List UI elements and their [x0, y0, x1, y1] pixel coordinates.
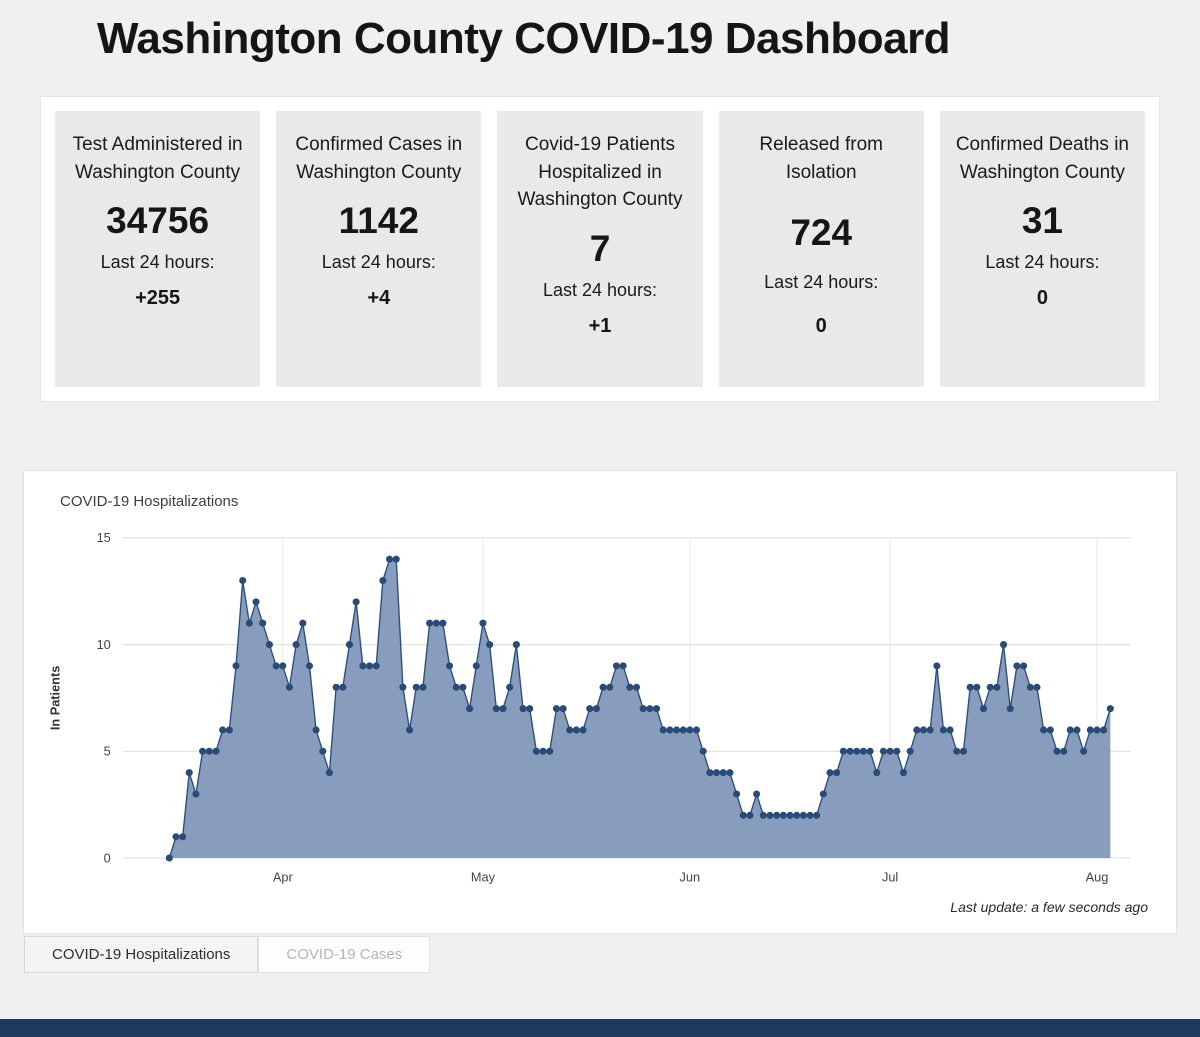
stat-value: 724	[790, 212, 853, 254]
svg-text:Apr: Apr	[273, 870, 294, 885]
footer-bar	[0, 1019, 1200, 1037]
svg-text:0: 0	[104, 850, 111, 865]
chart-svg[interactable]: 0 5 10 15 Apr May Jun Jul Aug In Patients	[42, 528, 1152, 893]
tab-covid19-cases[interactable]: COVID-19 Cases	[258, 936, 431, 974]
page-header: Washington County COVID-19 Dashboard	[0, 0, 1200, 64]
last-update-text: Last update: a few seconds ago	[950, 899, 1148, 916]
page-title: Washington County COVID-19 Dashboard	[97, 14, 951, 63]
hospitalizations-chart[interactable]: 0 5 10 15 Apr May Jun Jul Aug In Patients	[42, 528, 1152, 893]
svg-text:May: May	[471, 870, 496, 885]
stat-label: Confirmed Deaths in Washington County	[955, 134, 1130, 183]
stat-box-hospitalized: Covid-19 Patients Hospitalized in Washin…	[497, 111, 703, 387]
svg-text:Jul: Jul	[882, 870, 898, 885]
stats-card: Test Administered in Washington County 3…	[40, 96, 1160, 402]
stat-label: Confirmed Cases in Washington County	[295, 134, 463, 183]
stat-delta: 0	[1036, 287, 1048, 310]
stat-last24-label: Last 24 hours:	[985, 252, 1100, 273]
stat-delta: 0	[815, 315, 827, 338]
stat-label: Test Administered in Washington County	[72, 134, 243, 183]
chart-title: COVID-19 Hospitalizations	[60, 493, 239, 510]
stat-last24-label: Last 24 hours:	[100, 252, 215, 273]
stat-last24-label: Last 24 hours:	[321, 252, 436, 273]
chart-tabs: COVID-19 Hospitalizations COVID-19 Cases	[24, 936, 1200, 974]
stat-box-released-isolation: Released from Isolation 724 Last 24 hour…	[718, 111, 924, 387]
stat-delta: +1	[588, 314, 612, 337]
stat-value: 1142	[338, 200, 419, 242]
stat-label: Covid-19 Patients Hospitalized in Washin…	[517, 134, 683, 211]
stat-last24-label: Last 24 hours:	[764, 272, 879, 293]
svg-text:In Patients: In Patients	[48, 666, 63, 730]
svg-text:Jun: Jun	[680, 870, 701, 885]
stat-value: 7	[589, 227, 611, 269]
stat-box-confirmed-deaths: Confirmed Deaths in Washington County 31…	[939, 111, 1146, 387]
tab-covid19-hospitalizations[interactable]: COVID-19 Hospitalizations	[24, 936, 259, 974]
svg-text:Aug: Aug	[1086, 870, 1109, 885]
stat-value: 31	[1021, 200, 1063, 242]
svg-text:10: 10	[97, 637, 111, 652]
chart-card: COVID-19 Hospitalizations 0 5 10 15 Apr May Ju…	[23, 470, 1177, 935]
stat-delta: +255	[135, 287, 181, 310]
svg-text:15: 15	[97, 530, 111, 545]
stat-box-tests-administered: Test Administered in Washington County 3…	[55, 111, 261, 387]
stat-box-confirmed-cases: Confirmed Cases in Washington County 114…	[276, 111, 482, 387]
stat-last24-label: Last 24 hours:	[542, 279, 658, 300]
stat-label: Released from Isolation	[759, 134, 883, 183]
svg-text:5: 5	[104, 744, 111, 759]
stat-delta: +4	[367, 287, 391, 310]
stat-value: 34756	[106, 200, 210, 242]
